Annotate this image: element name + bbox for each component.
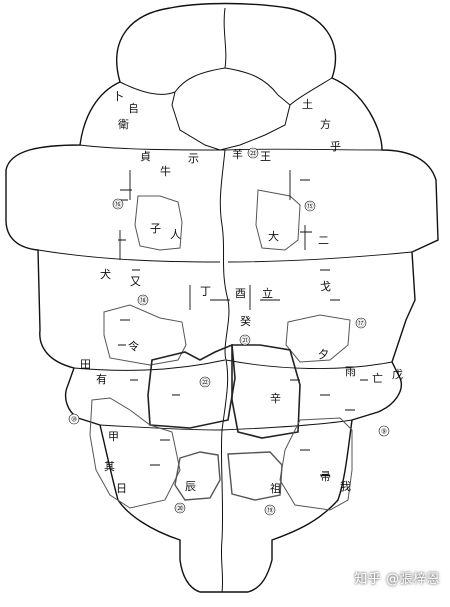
region-16 <box>134 195 183 251</box>
svg-text:辛: 辛 <box>270 391 281 405</box>
svg-text:其: 其 <box>104 460 115 473</box>
region-20 <box>174 451 221 501</box>
label-16: ⑯ <box>115 201 122 209</box>
svg-text:我: 我 <box>340 480 351 493</box>
svg-text:夕: 夕 <box>318 348 329 361</box>
region-22 <box>147 343 236 429</box>
svg-text:癸: 癸 <box>240 314 251 328</box>
region-15 <box>255 189 301 251</box>
svg-text:田: 田 <box>80 358 91 371</box>
svg-text:日: 日 <box>116 482 127 495</box>
svg-text:示: 示 <box>188 152 199 165</box>
svg-text:大: 大 <box>268 229 279 243</box>
svg-text:羊: 羊 <box>232 147 243 161</box>
svg-text:牛: 牛 <box>160 164 171 178</box>
label-9: ⑨ <box>381 428 387 436</box>
svg-text:立: 立 <box>262 286 273 300</box>
svg-text:人: 人 <box>170 228 181 241</box>
crack-marks <box>118 170 368 476</box>
label-10: ⑩ <box>71 416 77 424</box>
svg-text:又: 又 <box>130 275 141 288</box>
svg-text:𠂤: 𠂤 <box>128 101 139 115</box>
svg-text:雨: 雨 <box>345 365 356 378</box>
label-15: ⑮ <box>307 203 314 211</box>
svg-text:王: 王 <box>260 150 271 163</box>
region-10 <box>89 397 181 509</box>
svg-text:卜: 卜 <box>113 90 124 103</box>
svg-text:犬: 犬 <box>100 267 111 281</box>
shell-outline <box>5 2 439 593</box>
svg-text:祖: 祖 <box>270 481 281 495</box>
label-17: ⑰ <box>358 320 365 328</box>
svg-text:貞: 貞 <box>140 150 151 163</box>
svg-text:辰: 辰 <box>185 480 196 493</box>
svg-text:衛: 衛 <box>118 118 129 131</box>
region-9 <box>279 417 353 511</box>
svg-text:戈: 戈 <box>320 280 331 293</box>
label-23: ㉓ <box>250 150 257 158</box>
svg-text:甲: 甲 <box>108 430 119 443</box>
svg-text:子: 子 <box>150 222 161 235</box>
upper-plate-lines <box>119 7 333 151</box>
label-20: ⑳ <box>177 505 184 513</box>
region-19 <box>227 451 283 501</box>
plate-divisions <box>37 144 413 431</box>
inscription-glyphs: 卜 𠂤 衛 貞 牛 示 羊 王 土 方 乎 子 人 大 二 犬 又 丁 酉 立 … <box>80 90 403 495</box>
svg-text:帚: 帚 <box>320 470 331 483</box>
central-crack <box>219 149 230 593</box>
label-18: ⑱ <box>140 297 147 305</box>
svg-text:亡: 亡 <box>372 371 383 385</box>
region-21 <box>231 344 301 439</box>
svg-text:丁: 丁 <box>200 285 211 298</box>
label-19: ⑲ <box>267 507 274 515</box>
watermark-text: 知乎 @張梓恩 <box>354 572 440 587</box>
region-18 <box>103 304 187 366</box>
label-22: ㉒ <box>202 379 209 387</box>
region-17 <box>285 314 351 363</box>
svg-text:戊: 戊 <box>392 368 403 381</box>
svg-text:乎: 乎 <box>330 140 341 153</box>
svg-text:二: 二 <box>318 234 329 247</box>
label-21: ㉑ <box>242 337 249 345</box>
region-labels: ⑯ ⑮ ⑱ ⑰ ㉑ ㉒ ⑩ ⑨ ⑳ ⑲ ㉓ <box>68 147 390 516</box>
svg-text:令: 令 <box>128 339 139 353</box>
svg-text:方: 方 <box>320 117 331 131</box>
svg-text:土: 土 <box>302 98 313 111</box>
svg-text:酉: 酉 <box>235 287 246 300</box>
svg-text:有: 有 <box>96 372 107 386</box>
